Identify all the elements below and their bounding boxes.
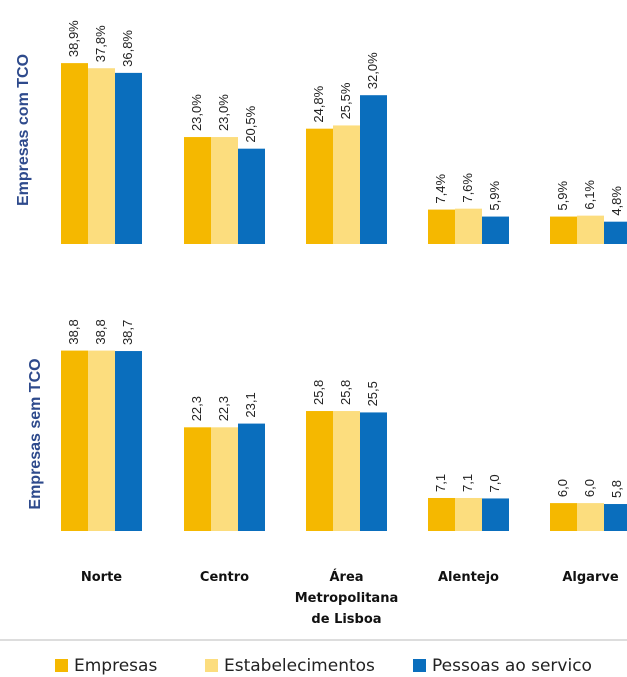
data-label: 38,8 <box>93 319 108 344</box>
category-label: Norte <box>81 570 122 585</box>
bar <box>211 427 238 531</box>
bar <box>115 72 142 244</box>
legend-swatch <box>205 659 218 672</box>
legend-label: Empresas <box>74 656 157 676</box>
data-label: 25,5 <box>365 381 380 406</box>
data-label: 4,8% <box>609 186 624 216</box>
panel-1: Empresas com TCO 38,9% 23,0% 24,8% 7,4% 5,9% 3… <box>15 20 627 244</box>
bar <box>306 411 333 531</box>
data-label: 32,0% <box>365 52 380 89</box>
data-label: 6,1% <box>582 180 597 210</box>
legend-item: Pessoas ao servico <box>413 656 592 676</box>
bar <box>184 137 211 244</box>
data-label: 22,3 <box>189 396 204 421</box>
bar <box>61 63 88 244</box>
category-label: Área <box>329 569 363 585</box>
bar <box>482 498 509 531</box>
bar <box>428 209 455 244</box>
data-label: 38,8 <box>66 319 81 344</box>
data-label: 24,8% <box>311 85 326 122</box>
data-label: 6,0 <box>555 479 570 497</box>
data-label: 7,6% <box>460 173 475 203</box>
bar <box>333 125 360 244</box>
bar <box>115 351 142 531</box>
bar <box>360 95 387 244</box>
data-label: 7,0 <box>487 474 502 492</box>
bar <box>333 411 360 531</box>
legend-label: Estabelecimentos <box>224 656 375 676</box>
bar <box>604 221 627 244</box>
data-label: 7,1 <box>433 474 448 492</box>
bar <box>184 427 211 531</box>
bar <box>482 216 509 244</box>
data-label: 23,0% <box>189 94 204 131</box>
bar <box>61 350 88 531</box>
data-label: 5,9% <box>555 180 570 210</box>
bar <box>211 137 238 244</box>
bar <box>550 503 577 531</box>
data-label: 38,9% <box>66 20 81 57</box>
data-label: 23,1 <box>243 392 258 417</box>
data-label: 25,8 <box>338 380 353 405</box>
data-label: 6,0 <box>582 479 597 497</box>
bar <box>455 497 482 531</box>
data-label: 7,1 <box>460 474 475 492</box>
data-label: 5,8 <box>609 480 624 498</box>
y-axis-label: Empresas sem TCO <box>27 358 44 509</box>
bar <box>455 208 482 244</box>
legend-item: Estabelecimentos <box>205 656 375 676</box>
bar <box>88 68 115 244</box>
legend-swatch <box>55 659 68 672</box>
data-label: 25,8 <box>311 380 326 405</box>
category-label: Alentejo <box>438 570 499 585</box>
data-label: 37,8% <box>93 25 108 62</box>
bar <box>306 128 333 244</box>
category-label: Centro <box>200 570 249 585</box>
category-label: de Lisboa <box>311 612 381 627</box>
bar <box>550 216 577 244</box>
category-label: Algarve <box>562 570 618 585</box>
bar <box>604 504 627 531</box>
bar <box>577 503 604 531</box>
data-label: 5,9% <box>487 180 502 210</box>
bar <box>238 148 265 244</box>
y-axis-label: Empresas com TCO <box>15 54 32 206</box>
legend-item: Empresas <box>55 656 157 676</box>
bar <box>360 412 387 531</box>
legend: Empresas Estabelecimentos Pessoas ao servi… <box>55 656 592 676</box>
bar <box>428 497 455 531</box>
category-label: Metropolitana <box>295 591 398 606</box>
legend-label: Pessoas ao servico <box>432 656 592 676</box>
data-label: 20,5% <box>243 105 258 142</box>
data-label: 22,3 <box>216 396 231 421</box>
panel-2: Empresas sem TCO 38,8 22,3 25,8 7,1 6,0 38,8 22… <box>27 319 627 531</box>
data-label: 7,4% <box>433 174 448 204</box>
data-label: 25,5% <box>338 82 353 119</box>
legend-swatch <box>413 659 426 672</box>
bar <box>88 350 115 531</box>
bar <box>577 215 604 244</box>
category-axis: Norte Centro Área Metropolitana de Lisboa Ale… <box>81 569 619 627</box>
bar <box>238 423 265 531</box>
data-label: 38,7 <box>120 320 135 345</box>
data-label: 36,8% <box>120 30 135 67</box>
data-label: 23,0% <box>216 94 231 131</box>
